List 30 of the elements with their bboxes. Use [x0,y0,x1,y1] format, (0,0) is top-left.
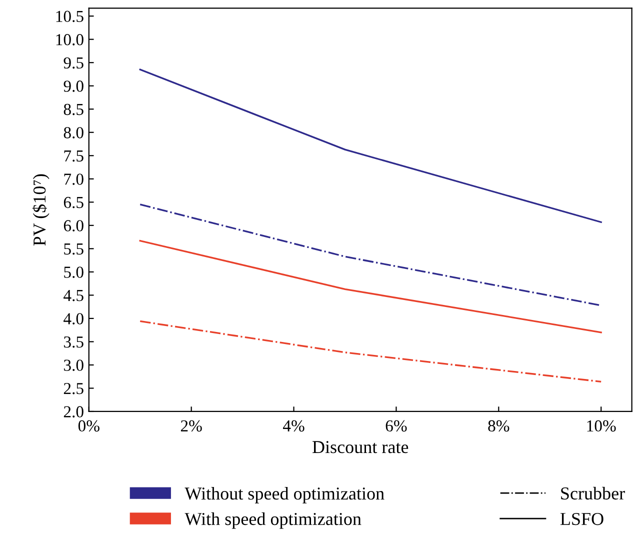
y-tick-label: 10.5 [56,10,84,22]
x-tick-label: 4% [282,420,304,432]
y-tick-label: 9.0 [64,80,84,92]
x-tick-label: 6% [386,420,407,432]
y-tick-label: 3.5 [64,336,84,348]
y-tick-label: 6.5 [64,196,84,208]
y-tick-label: 9.5 [64,57,84,69]
x-tick-label: 10% [587,420,616,432]
y-tick-label: 5.0 [64,266,84,278]
y-tick-label: 7.0 [64,174,84,185]
x-tick-label: 2% [180,420,202,432]
y-tick-label: 4.0 [64,313,84,324]
text: Scrubber [561,486,625,500]
y-tick-label: 4.5 [64,290,84,302]
y-tick-label: 3.0 [64,360,84,371]
text: LSFO [560,512,604,526]
y-axis-title: PV ($10⁷) [32,174,50,246]
y-tick-label: 10.0 [56,34,84,46]
y-tick-label: 8.0 [64,127,84,138]
text: With speed optimization [184,512,362,529]
y-tick-label: 8.5 [64,104,84,116]
y-tick-label: 2.0 [64,406,84,418]
y-tick-label: 2.5 [64,382,84,394]
x-axis-title: Discount rate [312,441,408,454]
y-tick-label: 5.5 [64,244,84,255]
x-tick-label: 0% [78,420,100,432]
text: Without speed optimization [184,486,384,504]
y-tick-label: 6.0 [64,220,84,232]
y-tick-label: 7.5 [64,150,84,162]
x-tick-label: 8% [488,420,510,432]
